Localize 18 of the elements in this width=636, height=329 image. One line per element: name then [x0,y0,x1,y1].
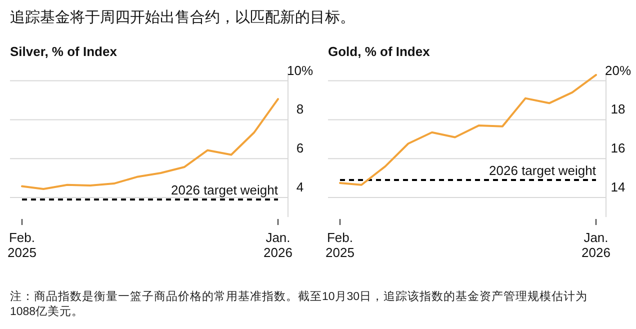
ref-line-label: 2026 target weight [171,182,278,198]
y-tick-label: 20% [604,62,632,78]
y-tick-label: 10% [286,62,314,78]
y-tick-label: 14 [610,180,626,195]
x-tick-label: Jan. 2026 [582,230,610,260]
text: 注：商品指数是衡量一篮子商品价格的常用基准指数。截至10月30日，追踪该指数的基金资产管理规模估计为1088亿美元。 [10,289,588,318]
ref-line-label: 2026 target weight [489,163,596,178]
y-tick-label: 6 [296,140,304,156]
y-tick-label: 8 [296,102,304,117]
x-tick-label: Feb. 2025 [326,230,354,260]
x-tick-label: Feb. 2025 [8,230,36,260]
y-tick-label: 16 [610,140,626,156]
chart-title: 追踪基金将于周四开始出售合约，以匹配新的目标。 [10,9,355,26]
x-tick-label: Jan. 2026 [264,230,292,260]
y-tick-label: 4 [296,180,304,195]
chart-subtitle: Silver, % of Index [10,44,118,59]
y-tick-label: 18 [610,102,626,117]
chart-subtitle: Gold, % of Index [328,44,431,59]
